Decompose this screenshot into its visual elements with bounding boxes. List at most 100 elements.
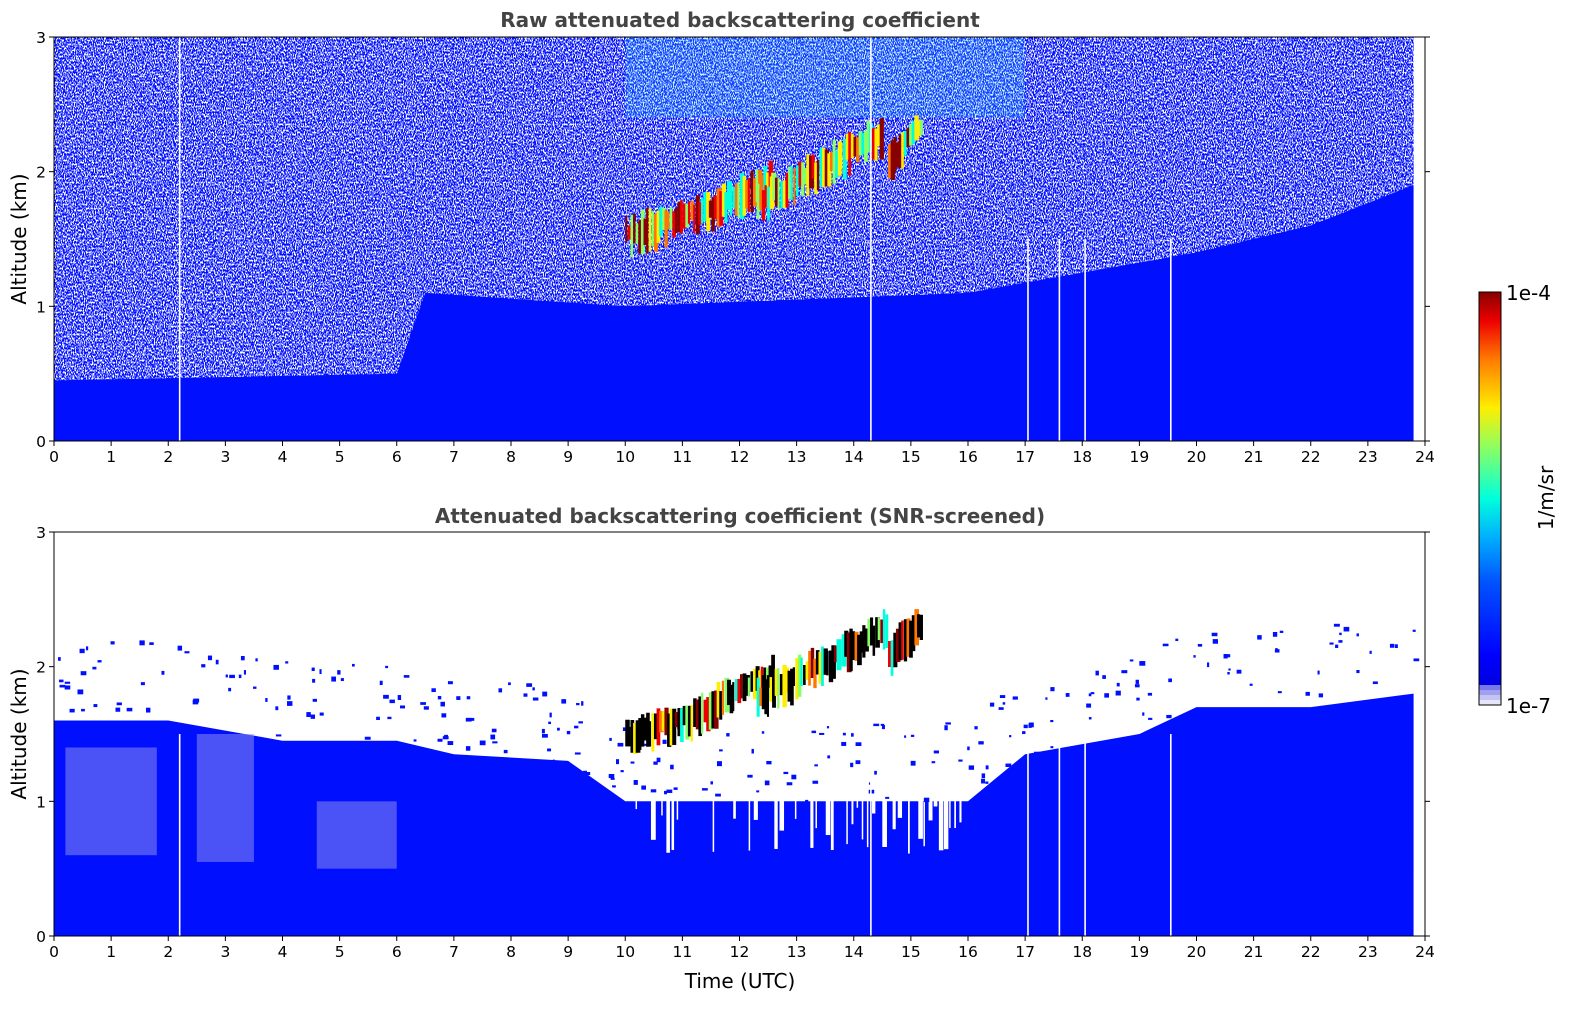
speckle [726,733,730,737]
speckle [653,761,658,765]
speckle [557,727,560,731]
screened-gap [938,727,944,851]
x-tick-label: 8 [506,943,516,961]
x-tick-label: 10 [615,448,635,466]
cloud-streak [788,166,791,200]
cloud-streak [651,713,655,752]
cloud-streak [664,707,669,736]
speckle [1104,693,1110,698]
speckle [855,760,861,765]
cloud-streak [747,677,750,697]
speckle [1095,670,1099,676]
speckle [1175,638,1179,641]
speckle [710,781,713,785]
speckle [881,724,885,730]
cloud-streak [890,640,894,676]
y-tick-label: 1 [36,298,46,316]
x-tick-label: 15 [901,943,921,961]
speckle [1339,632,1342,636]
speckle [1142,712,1145,716]
cloud-streak [693,204,696,233]
speckle [612,785,616,788]
cloud-streak [764,185,767,208]
speckle [609,737,612,741]
cloud-streak [646,207,649,254]
speckle [1338,640,1343,643]
x-tick-label: 6 [392,448,402,466]
cloud-streak [848,131,852,176]
cloud-streak [646,712,650,747]
colorbar-unit-label: 1/m/sr [1534,465,1558,530]
speckle [608,774,615,779]
cloud-streak [640,209,645,255]
speckle [1050,746,1054,749]
speckle [1249,683,1253,686]
speckle [1086,703,1092,708]
speckle [1277,691,1282,694]
cloud-streak [882,609,886,650]
cloud-streak [703,699,709,723]
speckle [811,730,817,734]
cloud-streak [669,207,673,230]
cloud-streak [815,650,820,675]
cloud-streak [785,172,789,208]
y-tick-label: 1 [36,793,46,811]
cloud-streak [790,668,794,706]
speckle [910,734,915,737]
cloud-streak [695,699,700,730]
x-tick-label: 22 [1301,943,1321,961]
screened-gap [794,727,797,819]
speckle [97,660,102,663]
cloud-streak [764,679,769,715]
speckle [1065,693,1070,697]
cloud-streak [850,133,854,159]
cloud-streak [627,726,631,747]
cloud-streak [766,675,770,717]
speckle [552,759,555,765]
cloud-streak [732,682,735,712]
cloud-streak [851,631,856,661]
speckle [440,701,445,707]
speckle [526,683,533,687]
speckle [541,728,545,734]
x-tick-label: 17 [1015,448,1035,466]
speckle [1102,675,1106,679]
screened-gap [764,727,766,782]
cloud-streak [767,186,770,221]
speckle [756,790,760,793]
cloud-streak [682,203,687,229]
speckle [719,749,723,752]
cloud-streak [866,120,870,153]
screened-gap [717,727,720,765]
speckle [201,664,206,668]
speckle [229,674,235,679]
cloud-streak [750,671,755,692]
screened-gap [671,727,675,851]
screened-gap [928,727,933,821]
speckle [923,797,930,803]
screened-gap [733,727,736,819]
speckle [761,731,765,734]
data-gap [1058,734,1061,936]
speckle [1028,723,1032,728]
cloud-streak [880,619,885,644]
screened-gap [851,727,854,825]
cloud-streak [833,645,837,663]
cloud-streak [661,711,667,731]
x-tick-label: 2 [163,448,173,466]
cloud-streak [685,705,690,740]
cloud-streak [914,115,919,141]
speckle [238,674,242,679]
cloud-streak [648,721,652,747]
cloud-streak [875,617,880,648]
x-tick-label: 20 [1187,448,1207,466]
cloud-streak [719,191,724,226]
speckle [503,749,508,754]
speckle [610,777,615,780]
cloud-streak [800,657,803,687]
speckle [523,693,528,697]
cloud-streak [774,668,779,696]
speckle [465,746,471,751]
cloud-streak [782,664,787,708]
cloud-streak [768,665,774,688]
